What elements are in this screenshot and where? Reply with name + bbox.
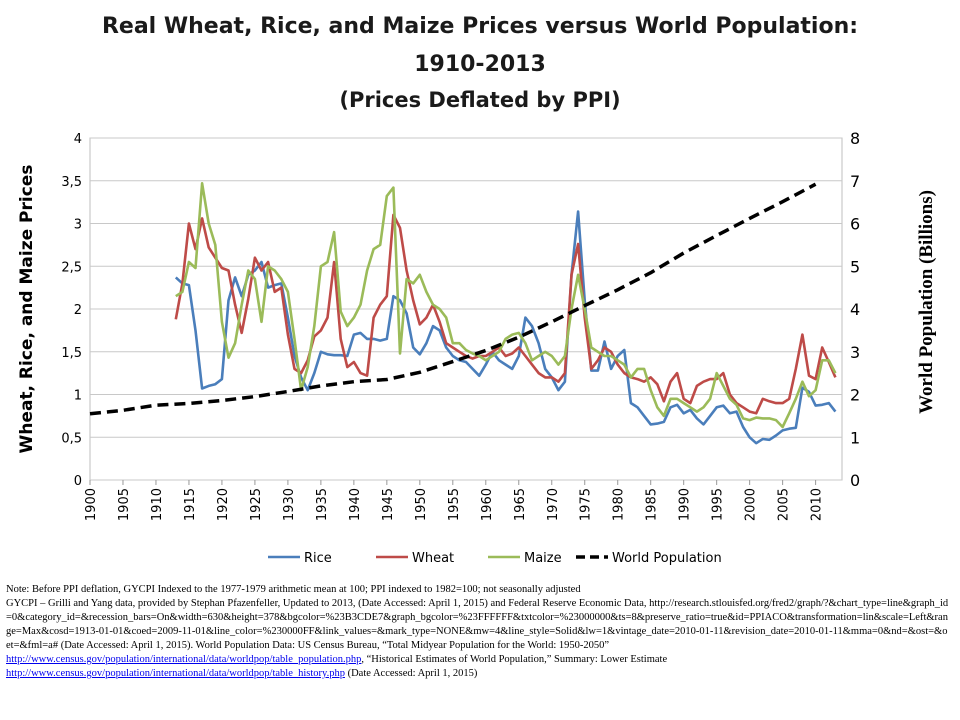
x-tick-label: 1905 xyxy=(117,488,132,521)
legend-label: Rice xyxy=(304,551,332,566)
source-notes: Note: Before PPI deflation, GYCPI Indexe… xyxy=(6,583,951,681)
chart: 0 0,5 1 1,5 2 2,5 3 3,5 4 0 1 2 3 4 5 6 7 8 1900 1905 1910… xyxy=(17,129,937,566)
population-table-link[interactable]: http://www.census.gov/population/interna… xyxy=(6,654,362,665)
x-tick-label: 1960 xyxy=(480,488,495,521)
y2-tick-label: 0 xyxy=(850,471,860,490)
y2-tick-label: 8 xyxy=(850,129,860,148)
x-tick-label: 1940 xyxy=(348,488,363,521)
x-tick-label: 1955 xyxy=(447,488,462,521)
chart-title-line-2: 1910-2013 xyxy=(414,52,546,77)
legend-label: World Population xyxy=(612,551,722,566)
y-tick-label: 0 xyxy=(74,474,82,489)
x-tick-label: 1935 xyxy=(315,488,330,521)
note-line-2: GYCPI – Grilli and Yang data, provided b… xyxy=(6,598,949,651)
legend-label: Maize xyxy=(524,551,562,566)
legend-label: Wheat xyxy=(412,551,454,566)
series-lines xyxy=(89,182,837,445)
note-line-4-text: (Date Accessed: April 1, 2015) xyxy=(344,668,478,679)
y-axis-ticks: 0 0,5 1 1,5 2 2,5 3 3,5 4 xyxy=(61,132,82,489)
y-tick-label: 0,5 xyxy=(61,431,82,446)
y-axis-label: Wheat, Rice, and Maize Prices xyxy=(17,165,37,454)
x-tick-label: 1915 xyxy=(183,488,198,521)
x-tick-label: 1910 xyxy=(150,488,165,521)
legend: Rice Wheat Maize World Population xyxy=(268,551,722,566)
y-tick-label: 1,5 xyxy=(61,346,82,361)
x-tick-label: 1920 xyxy=(216,488,231,521)
series-line-rice xyxy=(174,210,837,445)
y2-tick-label: 1 xyxy=(850,428,860,447)
series-line-world-population xyxy=(89,182,817,416)
x-tick-label: 1995 xyxy=(711,488,726,521)
y-tick-label: 2,5 xyxy=(61,260,82,275)
y-tick-label: 2 xyxy=(74,303,82,318)
x-tick-label: 1980 xyxy=(612,488,627,521)
x-tick-label: 1965 xyxy=(513,488,528,521)
x-tick-label: 1975 xyxy=(579,488,594,521)
x-tick-label: 1990 xyxy=(678,488,693,521)
note-line-1: Note: Before PPI deflation, GYCPI Indexe… xyxy=(6,584,581,595)
chart-subtitle: (Prices Deflated by PPI) xyxy=(339,88,621,112)
note-line-4: http://www.census.gov/population/interna… xyxy=(6,667,951,681)
y-tick-label: 1 xyxy=(74,389,82,404)
y-tick-label: 3 xyxy=(74,218,82,233)
y2-axis-label: World Population (Billions) xyxy=(916,190,937,414)
x-tick-label: 1970 xyxy=(546,488,561,521)
x-tick-label: 1950 xyxy=(414,488,429,521)
note-line-3-text: , “Historical Estimates of World Populat… xyxy=(361,654,668,665)
x-tick-label: 2000 xyxy=(744,488,759,521)
y2-tick-label: 5 xyxy=(850,257,860,276)
x-tick-label: 1900 xyxy=(84,488,99,521)
y2-tick-label: 3 xyxy=(850,343,860,362)
series-line-maize xyxy=(175,182,837,429)
series-line-wheat xyxy=(174,213,837,415)
x-tick-label: 2005 xyxy=(777,488,792,521)
x-tick-label: 2010 xyxy=(810,488,825,521)
history-table-link[interactable]: http://www.census.gov/population/interna… xyxy=(6,668,345,679)
y-tick-label: 3,5 xyxy=(61,175,82,190)
x-tick-label: 1925 xyxy=(249,488,264,521)
y2-axis-ticks: 0 1 2 3 4 5 6 7 8 xyxy=(850,129,860,490)
x-tick-label: 1930 xyxy=(282,488,297,521)
x-tick-label: 1985 xyxy=(645,488,660,521)
x-axis-ticks: 1900 1905 1910 1915 1920 1925 1930 1935 1940 1945… xyxy=(84,480,825,521)
note-line-3: http://www.census.gov/population/interna… xyxy=(6,653,951,667)
y2-tick-label: 2 xyxy=(850,386,860,405)
y2-tick-label: 6 xyxy=(850,215,860,234)
y-tick-label: 4 xyxy=(74,132,82,147)
y2-tick-label: 7 xyxy=(850,172,860,191)
chart-title-line-1: Real Wheat, Rice, and Maize Prices versu… xyxy=(101,14,859,39)
x-tick-label: 1945 xyxy=(381,488,396,521)
y2-tick-label: 4 xyxy=(850,300,860,319)
